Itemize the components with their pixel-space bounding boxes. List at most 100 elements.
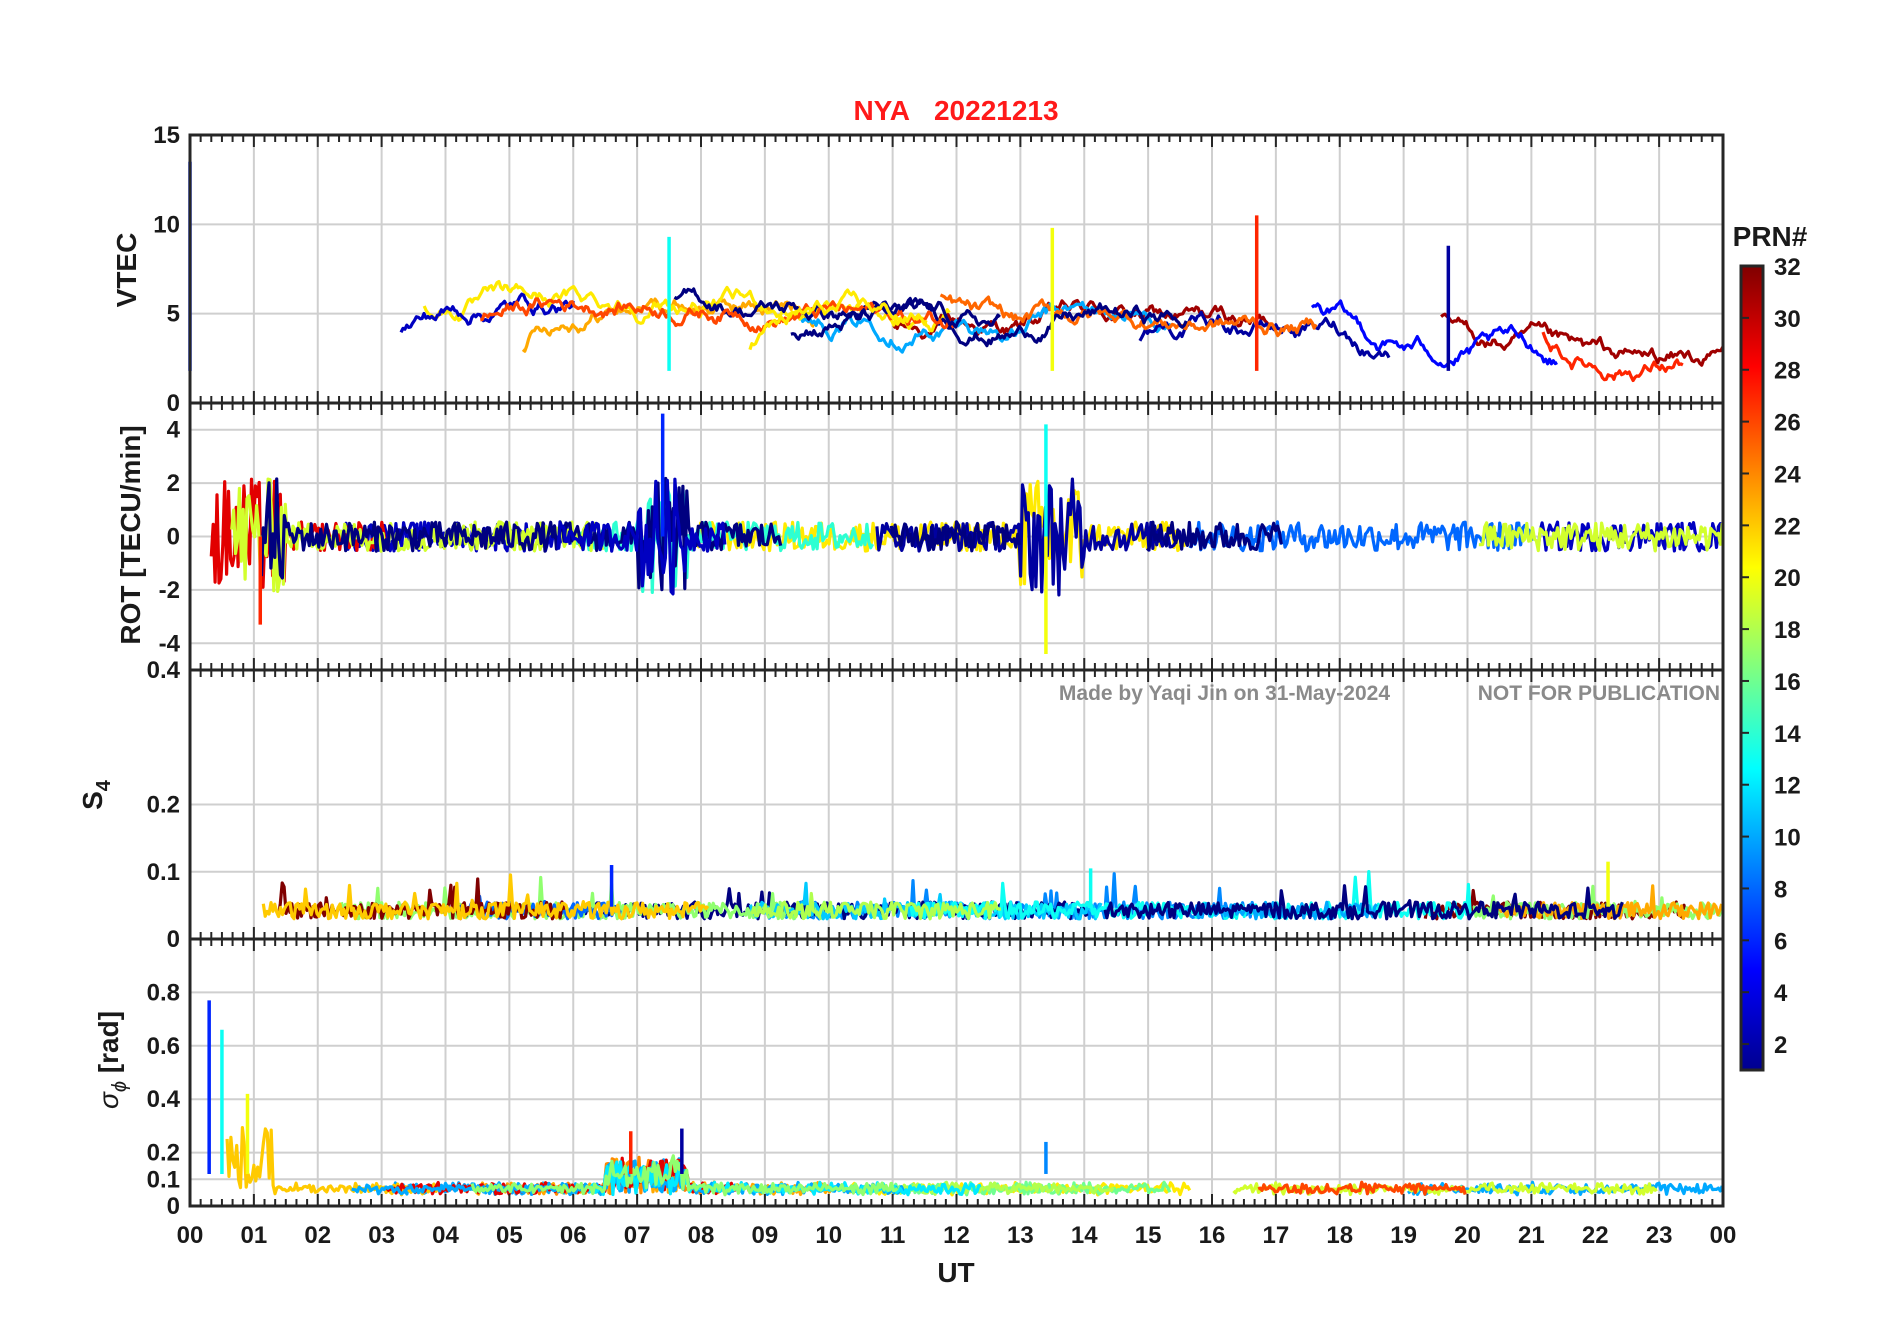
prn-trace <box>874 1180 1115 1196</box>
y-tick-label: 15 <box>153 122 180 149</box>
y-tick-label: 0.2 <box>147 792 180 819</box>
y-tick-label: 0.1 <box>147 859 180 886</box>
vtec-series <box>188 161 1725 383</box>
sigma-ylabel-main: σ <box>93 1091 124 1109</box>
colorbar-tick-label: 26 <box>1774 410 1801 437</box>
colorbar-tick-label: 18 <box>1774 617 1801 644</box>
rot-frame: -4 -2 0 2 4 <box>159 401 1725 672</box>
x-tick-label: 17 <box>1263 1222 1290 1249</box>
prn-trace <box>1536 520 1724 553</box>
x-tick-label: 18 <box>1326 1222 1353 1249</box>
colorbar-tick-label: 4 <box>1774 980 1788 1007</box>
x-tick-label: 14 <box>1071 1222 1098 1249</box>
s4-series <box>261 861 1724 921</box>
x-tick-label: 20 <box>1454 1222 1481 1249</box>
colorbar-tick-label: 8 <box>1774 876 1787 903</box>
x-tick-label: 23 <box>1646 1222 1673 1249</box>
colorbar-tick-label: 14 <box>1774 721 1801 748</box>
rot-series <box>209 413 1724 654</box>
sigma-ylabel-sub: ϕ <box>109 1081 131 1092</box>
panel-sigma-phi: 00.10.2 0.4 0.6 0.8 <box>147 937 1725 1220</box>
prn-trace <box>556 477 727 596</box>
prn-trace <box>790 297 1001 341</box>
x-tick-label: 02 <box>304 1222 331 1249</box>
x-tick-label: 00 <box>1710 1222 1737 1249</box>
colorbar-label: PRN# <box>1733 221 1808 252</box>
s4-ylabel-main: S <box>77 791 108 810</box>
y-tick-label: 0 <box>167 1193 180 1220</box>
colorbar-tick-label: 20 <box>1774 565 1801 592</box>
title-station: NYA <box>853 95 910 126</box>
prn-trace <box>1145 520 1283 552</box>
x-tick-label: 19 <box>1390 1222 1417 1249</box>
chart-title: NYA 20221213 <box>853 95 1058 126</box>
y-tick-label: 0 <box>167 524 180 551</box>
prn-trace <box>750 891 1002 921</box>
prn-trace <box>261 873 710 921</box>
x-tick-label: 04 <box>432 1222 459 1249</box>
y-tick-label: 5 <box>167 301 180 328</box>
colorbar-tick-label: 12 <box>1774 773 1801 800</box>
sigma-ylabel-suffix: [rad] <box>93 1011 124 1081</box>
y-tick-label: 0 <box>167 390 180 417</box>
x-tick-label: 13 <box>1007 1222 1034 1249</box>
y-tick-label: 0.6 <box>147 1033 180 1060</box>
prn-trace <box>1188 520 1536 553</box>
y-tick-label: -4 <box>159 630 181 657</box>
s4-grid <box>190 670 1723 939</box>
colorbar-tick-label: 30 <box>1774 306 1801 333</box>
panel-s4: 0 0.1 0.2 0.4 <box>147 657 1725 953</box>
s4-ylabel-sub: 4 <box>93 779 115 791</box>
panel-rot: -4 -2 0 2 4 <box>159 401 1725 672</box>
vtec-ylabel: VTEC <box>111 233 142 308</box>
prn-trace <box>748 288 928 351</box>
x-tick-label: 16 <box>1199 1222 1226 1249</box>
x-tick-label: 08 <box>688 1222 715 1249</box>
x-tick-label: 01 <box>241 1222 268 1249</box>
prn-trace <box>939 293 1318 338</box>
x-tick-label: 15 <box>1135 1222 1162 1249</box>
y-tick-label: 10 <box>153 211 180 238</box>
prn-trace <box>399 292 576 334</box>
colorbar-tick-label: 24 <box>1774 461 1801 488</box>
colorbar-gradient <box>1739 264 1765 1072</box>
prn-trace <box>1138 310 1391 360</box>
colorbar-tick-label: 2 <box>1774 1032 1787 1059</box>
x-tick-label: 09 <box>752 1222 779 1249</box>
prn-trace <box>1440 312 1725 367</box>
x-tick-labels: 00 01 02 03 04 05 06 07 08 09 10 11 12 13 14 15 16 17 18 19… <box>177 1222 1737 1249</box>
sigma-phi-grid <box>190 939 1723 1206</box>
x-tick-label: 10 <box>815 1222 842 1249</box>
rot-ylabel: ROT [TECU/min] <box>115 425 146 644</box>
y-tick-label: 0.4 <box>147 657 181 684</box>
watermark-left: Made by Yaqi Jin on 31-May-2024 <box>1059 682 1390 705</box>
colorbar-tick-label: 10 <box>1774 825 1801 852</box>
x-tick-label: 05 <box>496 1222 523 1249</box>
x-tick-label: 06 <box>560 1222 587 1249</box>
y-tick-label: 0 <box>167 926 180 953</box>
sigma-phi-frame: 00.10.2 0.4 0.6 0.8 <box>147 937 1725 1220</box>
y-tick-label: 0.8 <box>147 979 180 1006</box>
x-tick-label: 22 <box>1582 1222 1609 1249</box>
sigma-phi-series <box>207 1000 1724 1197</box>
x-tick-label: 00 <box>177 1222 204 1249</box>
y-tick-label: 0.4 <box>147 1086 181 1113</box>
colorbar-tick-label: 6 <box>1774 928 1787 955</box>
x-tick-label: 21 <box>1518 1222 1545 1249</box>
colorbar-tick-label: 22 <box>1774 513 1801 540</box>
watermark-right: NOT FOR PUBLICATION <box>1478 682 1720 705</box>
y-tick-label: 0.2 <box>147 1140 180 1167</box>
prn-trace <box>1478 521 1724 553</box>
sigma-phi-ylabel: σϕ [rad] <box>93 1011 131 1109</box>
prn-trace <box>1257 1180 1467 1196</box>
colorbar-tick-label: 16 <box>1774 669 1801 696</box>
colorbar-tick-label: 32 <box>1774 254 1801 281</box>
y-tick-label: 4 <box>167 417 181 444</box>
y-tick-label: 2 <box>167 470 180 497</box>
colorbar-tick-label: 28 <box>1774 358 1801 385</box>
prn-trace <box>1310 299 1558 369</box>
x-tick-label: 07 <box>624 1222 651 1249</box>
